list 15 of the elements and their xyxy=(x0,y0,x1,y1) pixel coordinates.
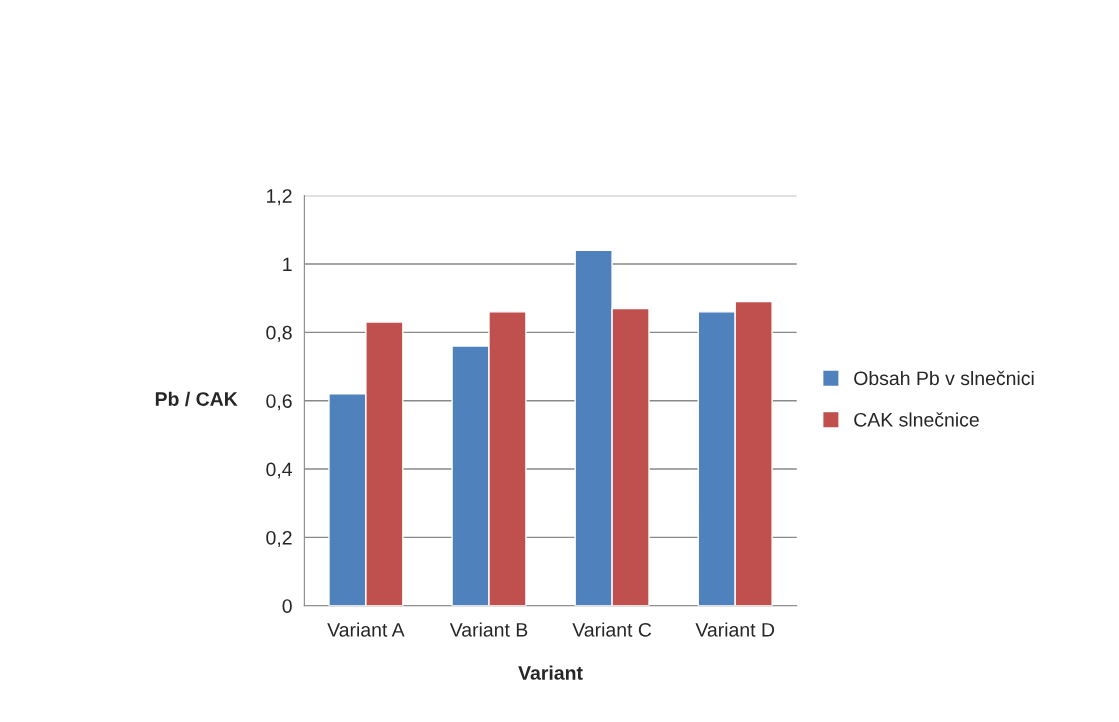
y-axis-title: Pb / CAK xyxy=(155,391,238,407)
legend-label: CAK slnečnice xyxy=(854,412,979,427)
x-tick-label: Variant C xyxy=(572,622,652,637)
y-tick-label: 0 xyxy=(282,599,292,613)
y-tick-label: 1,2 xyxy=(267,189,292,206)
y-tick-label: 0,4 xyxy=(266,462,292,479)
y-tick-label: 0,8 xyxy=(266,325,292,342)
y-tick-label: 1 xyxy=(283,257,292,272)
x-tick-label: Variant B xyxy=(449,622,528,637)
x-axis-title: Variant xyxy=(518,665,583,680)
y-tick-label: 0,2 xyxy=(266,530,292,547)
x-tick-label: Variant A xyxy=(327,622,405,637)
legend-label: Obsah Pb v slnečnici xyxy=(854,370,1034,386)
y-tick-label: 0,6 xyxy=(266,394,292,411)
x-tick-label: Variant D xyxy=(695,622,775,637)
